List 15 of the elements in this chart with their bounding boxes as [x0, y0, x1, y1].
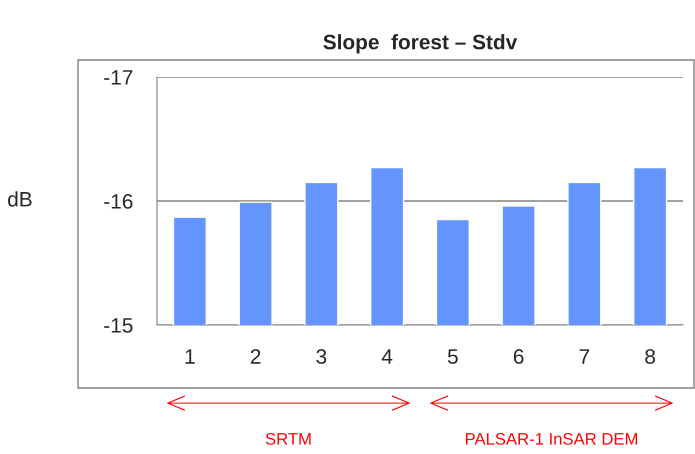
y-tick-label: -17	[104, 70, 132, 85]
x-tick-label: 6	[514, 349, 524, 364]
x-tick-label: 3	[316, 349, 326, 364]
x-tick-label: 4	[382, 349, 392, 364]
x-tick-label: 1	[186, 349, 195, 364]
x-tick-label: 7	[580, 349, 590, 364]
chart-title: Slope forest – Stdv	[323, 34, 518, 54]
text: SRTM	[266, 432, 311, 445]
x-tick-label: 5	[448, 349, 458, 364]
x-tick-label: 8	[645, 349, 656, 364]
y-tick-label: -16	[104, 194, 132, 209]
x-tick-label: 2	[250, 349, 260, 364]
text: PALSAR-1 InSAR DEM	[466, 432, 638, 445]
y-tick-label: -15	[104, 318, 133, 333]
y-axis-title: dB	[8, 191, 32, 207]
